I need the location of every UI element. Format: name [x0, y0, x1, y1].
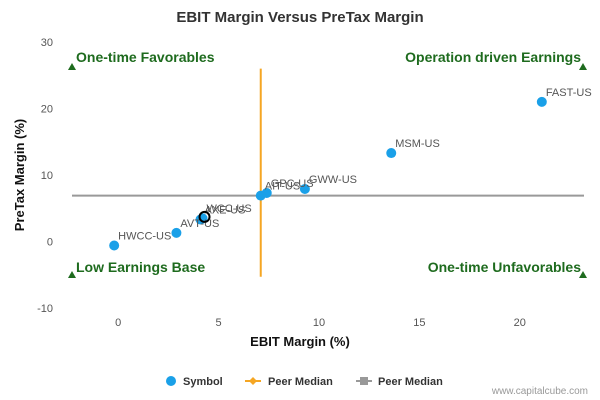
data-point-label: AXE-US: [205, 205, 246, 217]
legend-marker-symbol: [166, 376, 176, 386]
quadrant-marker-bottom-right: [579, 271, 587, 278]
x-tick-label: 0: [115, 317, 121, 329]
quadrant-labels: One-time Favorables Operation driven Earn…: [68, 49, 587, 278]
x-tick-label: 15: [413, 317, 425, 329]
x-tick-label: 10: [313, 317, 325, 329]
legend: Symbol Peer Median Peer Median: [166, 376, 443, 388]
data-point-label: GWW-US: [309, 174, 357, 186]
highlight-point: [198, 210, 211, 223]
x-axis-title: EBIT Margin (%): [250, 334, 350, 349]
data-point-label: FAST-US: [546, 87, 592, 99]
data-point: [171, 227, 182, 238]
y-tick-label: 20: [41, 104, 53, 116]
quadrant-label-bottom-right: One-time Unfavorables: [428, 259, 581, 275]
data-point-label: MSM-US: [395, 138, 440, 150]
data-point-label: AVT-US: [180, 218, 219, 230]
y-axis-ticks: 30 20 10 0 -10: [37, 37, 53, 315]
peer-median-lines: [72, 68, 584, 277]
y-tick-label: 0: [47, 237, 53, 249]
data-point-label: HWCC-US: [118, 230, 171, 242]
x-tick-label: 5: [216, 317, 222, 329]
legend-label-median-y: Peer Median: [378, 376, 443, 388]
y-tick-label: 30: [41, 37, 53, 49]
y-tick-label: 10: [41, 170, 53, 182]
data-point: [109, 240, 120, 251]
x-tick-label: 20: [514, 317, 526, 329]
data-point: [299, 183, 310, 194]
x-axis-ticks: 0 5 10 15 20: [115, 317, 526, 329]
quadrant-label-bottom-left: Low Earnings Base: [76, 259, 205, 275]
data-point-label: AIT-US: [265, 181, 300, 193]
quadrant-label-top-right: Operation driven Earnings: [405, 49, 581, 65]
legend-label-symbol: Symbol: [183, 376, 223, 388]
y-axis-title: PreTax Margin (%): [12, 119, 27, 231]
data-point-label: GPC-US: [271, 178, 314, 190]
data-point: [386, 148, 397, 159]
data-point: [255, 190, 266, 201]
quadrant-marker-top-right: [579, 63, 587, 70]
quadrant-marker-top-left: [68, 63, 76, 70]
chart-title: EBIT Margin Versus PreTax Margin: [176, 9, 423, 26]
data-point-label: WCC-US: [207, 203, 252, 215]
legend-marker-median-x: [249, 377, 257, 385]
y-tick-label: -10: [37, 303, 53, 315]
legend-marker-median-y: [360, 377, 368, 385]
credit-text: www.capitalcube.com: [491, 386, 588, 397]
data-point: [536, 96, 547, 107]
legend-label-median-x: Peer Median: [268, 376, 333, 388]
quadrant-marker-bottom-left: [68, 271, 76, 278]
quadrant-label-top-left: One-time Favorables: [76, 49, 215, 65]
